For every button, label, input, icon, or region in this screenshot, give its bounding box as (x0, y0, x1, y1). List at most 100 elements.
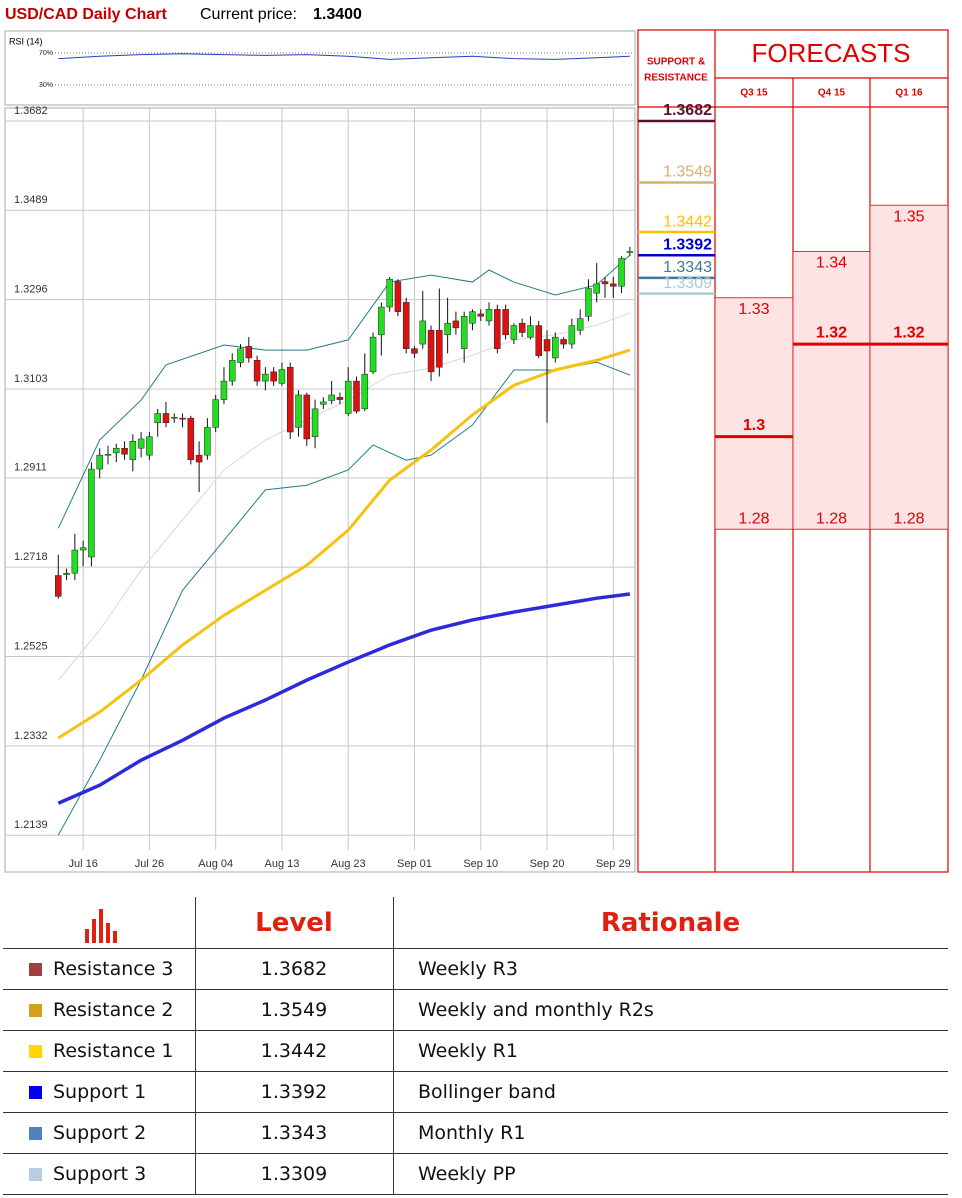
candle-body (353, 380, 360, 412)
row-level: 1.3549 (260, 999, 328, 1021)
candle-body (79, 547, 87, 551)
price: 1.3400 (313, 6, 362, 23)
candle-body (601, 281, 609, 285)
forecast-low: 1.28 (816, 510, 847, 527)
period-label: Q3 15 (740, 88, 768, 99)
level-label: 1.3682 (663, 102, 712, 119)
level-label: 1.3442 (663, 213, 712, 230)
candle-body (286, 366, 294, 433)
candle-body (593, 283, 600, 294)
y-tick-label: 1.2718 (14, 551, 48, 563)
price-label: Current price: (200, 6, 297, 23)
chart-frame (4, 107, 636, 873)
candle-body (63, 572, 70, 575)
forecast-mid-label: 1.32 (893, 324, 924, 341)
candle-body (295, 394, 302, 428)
row-level: 1.3442 (260, 1040, 328, 1062)
title: USD/CAD Daily Chart (5, 6, 167, 23)
hline (3, 1071, 948, 1072)
candle-body (320, 401, 327, 405)
candle-body (543, 339, 551, 352)
x-tick-label: Aug 04 (198, 858, 233, 870)
candle-body (212, 399, 219, 428)
hline (3, 989, 948, 990)
candle-body (477, 313, 485, 317)
swatch (29, 963, 42, 976)
candle-body (220, 380, 228, 400)
x-tick-label: Sep 20 (530, 858, 565, 870)
candle-body (452, 320, 460, 329)
indicator-line (57, 592, 631, 805)
x-tick-label: Sep 01 (397, 858, 432, 870)
row-rationale: Bollinger band (418, 1081, 556, 1103)
y-tick-label: 1.3682 (14, 105, 48, 117)
forecast-range (792, 251, 871, 530)
swatch (29, 1127, 42, 1140)
table-icon (85, 909, 117, 943)
row-rationale: Weekly PP (418, 1163, 516, 1185)
candle-body (436, 329, 443, 368)
indicator-line (57, 254, 631, 529)
candle-body (618, 258, 625, 287)
candle-body (303, 394, 311, 440)
x-tick-label: Jul 16 (68, 858, 97, 870)
candle-body (378, 306, 385, 336)
y-tick-label: 1.2911 (14, 462, 47, 474)
levels-title: RESISTANCE (644, 73, 708, 84)
candle-body (204, 427, 211, 456)
x-tick-label: Jul 26 (135, 858, 164, 870)
candle-body (129, 441, 137, 461)
candle-body (154, 413, 161, 424)
candle-body (361, 373, 369, 410)
candle-body (270, 371, 277, 382)
y-tick-label: 1.3489 (14, 194, 48, 206)
y-tick-label: 1.2525 (14, 640, 48, 652)
candle-body (71, 549, 79, 574)
row-level: 1.3309 (260, 1163, 328, 1185)
candle-body (171, 416, 178, 419)
row-level: 1.3682 (260, 958, 328, 980)
candle-body (427, 329, 435, 373)
y-tick-label: 1.3103 (14, 373, 48, 385)
candle-body (386, 279, 393, 308)
swatch (29, 1004, 42, 1017)
y-tick-label: 1.3296 (14, 284, 48, 296)
swatch (29, 1168, 42, 1181)
candle-body (104, 453, 112, 456)
forecast-range (714, 297, 794, 530)
row-rationale: Weekly R3 (418, 958, 518, 980)
rsi-frame (4, 30, 636, 106)
forecast-high: 1.33 (738, 301, 769, 318)
forecast-high: 1.34 (816, 255, 847, 272)
chart: USD/CAD Daily Chart Current price: 1.340… (4, 6, 949, 873)
candle-body (560, 339, 567, 345)
table-header: Level (255, 907, 333, 938)
candle-body (195, 454, 203, 463)
candle-body (278, 369, 286, 384)
candle-body (253, 360, 261, 382)
row-name: Support 1 (53, 1081, 147, 1103)
row-rationale: Monthly R1 (418, 1122, 526, 1144)
indicator-line (57, 361, 631, 836)
x-tick-label: Sep 29 (596, 858, 631, 870)
candle-body (610, 283, 617, 287)
candle-body (228, 360, 236, 382)
candle-body (494, 309, 501, 349)
hline (3, 1030, 948, 1031)
candle-body (460, 316, 468, 349)
row-name: Resistance 1 (53, 1040, 174, 1062)
forecast-high: 1.35 (893, 208, 924, 225)
candle-body (328, 394, 335, 401)
swatch (29, 1045, 42, 1058)
candle-body (187, 417, 195, 461)
candle-body (518, 322, 526, 333)
candle-body (113, 447, 120, 454)
candle-body (344, 380, 352, 414)
indicator-line (57, 348, 631, 740)
levels-table: Level Rationale Resistance 3 1.3682 Weekly R… (3, 897, 948, 1195)
hline (3, 948, 948, 949)
row-name: Resistance 3 (53, 958, 174, 980)
candle-body (245, 346, 253, 359)
rsi-title: RSI (14) (9, 36, 43, 46)
